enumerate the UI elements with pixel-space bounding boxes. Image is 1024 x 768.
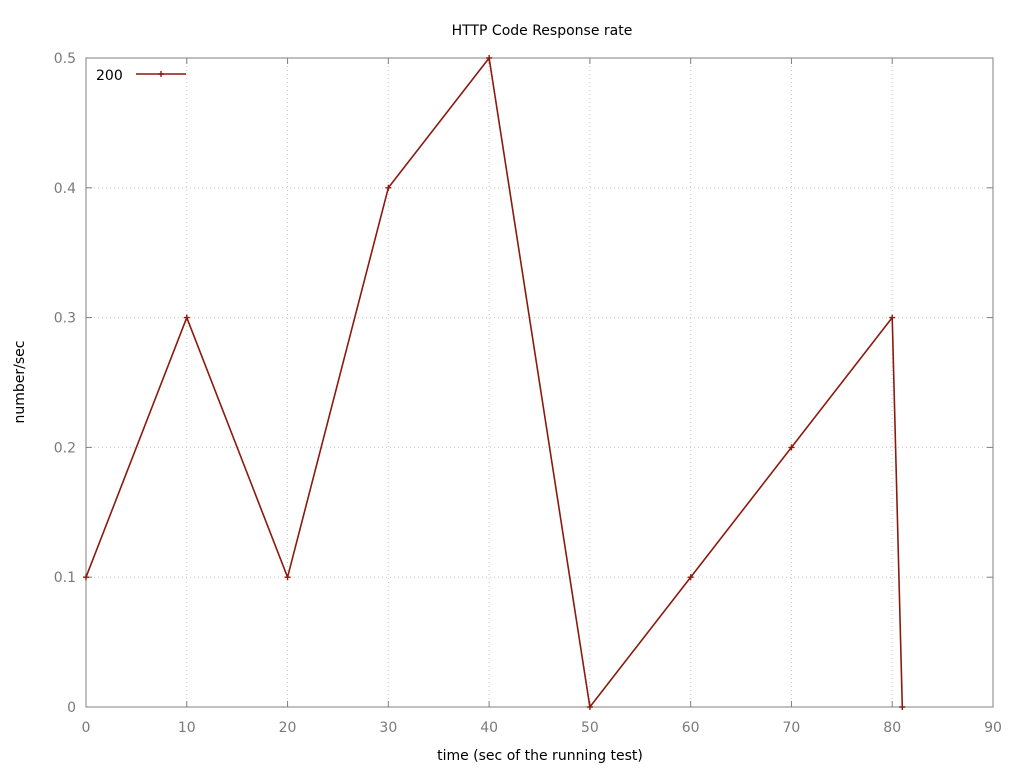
data-point xyxy=(899,704,906,710)
axis-ticks xyxy=(85,57,994,708)
plot-frame xyxy=(85,57,994,708)
x-tick-label: 30 xyxy=(379,720,397,736)
legend: 200 xyxy=(96,68,186,84)
y-tick-label: 0 xyxy=(67,700,76,716)
x-tick-label: 90 xyxy=(984,720,1002,736)
x-tick-label: 0 xyxy=(82,720,91,736)
x-tick-label: 10 xyxy=(178,720,196,736)
x-tick-label: 50 xyxy=(581,720,599,736)
grid xyxy=(86,58,993,707)
y-axis-label: number/sec xyxy=(12,341,28,424)
data-point xyxy=(183,314,190,321)
data-point xyxy=(486,55,493,61)
x-tick-label: 20 xyxy=(279,720,297,736)
x-tick-label: 70 xyxy=(783,720,801,736)
y-tick-label: 0.1 xyxy=(54,570,76,586)
data-point xyxy=(687,574,694,581)
legend-marker-200 xyxy=(158,71,164,77)
series-line-200 xyxy=(85,57,904,708)
series-layer xyxy=(83,55,906,710)
y-tick-labels: 0 0.1 0.2 0.3 0.4 0.5 xyxy=(54,51,76,716)
data-point xyxy=(788,444,795,451)
y-tick-label: 0.3 xyxy=(54,311,76,327)
y-tick-label: 0.2 xyxy=(54,440,76,456)
data-point xyxy=(284,574,291,581)
data-point xyxy=(385,184,392,191)
data-point xyxy=(83,574,89,581)
x-tick-label: 60 xyxy=(682,720,700,736)
y-tick-label: 0.5 xyxy=(54,51,76,67)
x-tick-labels: 0 10 20 30 40 50 60 70 80 90 xyxy=(82,720,1002,736)
chart-title: HTTP Code Response rate xyxy=(452,23,633,39)
x-axis-label: time (sec of the running test) xyxy=(437,748,643,764)
data-point xyxy=(586,704,593,710)
data-point xyxy=(889,314,896,321)
y-tick-label: 0.4 xyxy=(54,181,76,197)
x-tick-label: 40 xyxy=(480,720,498,736)
x-tick-label: 80 xyxy=(883,720,901,736)
legend-label-200: 200 xyxy=(96,68,123,84)
